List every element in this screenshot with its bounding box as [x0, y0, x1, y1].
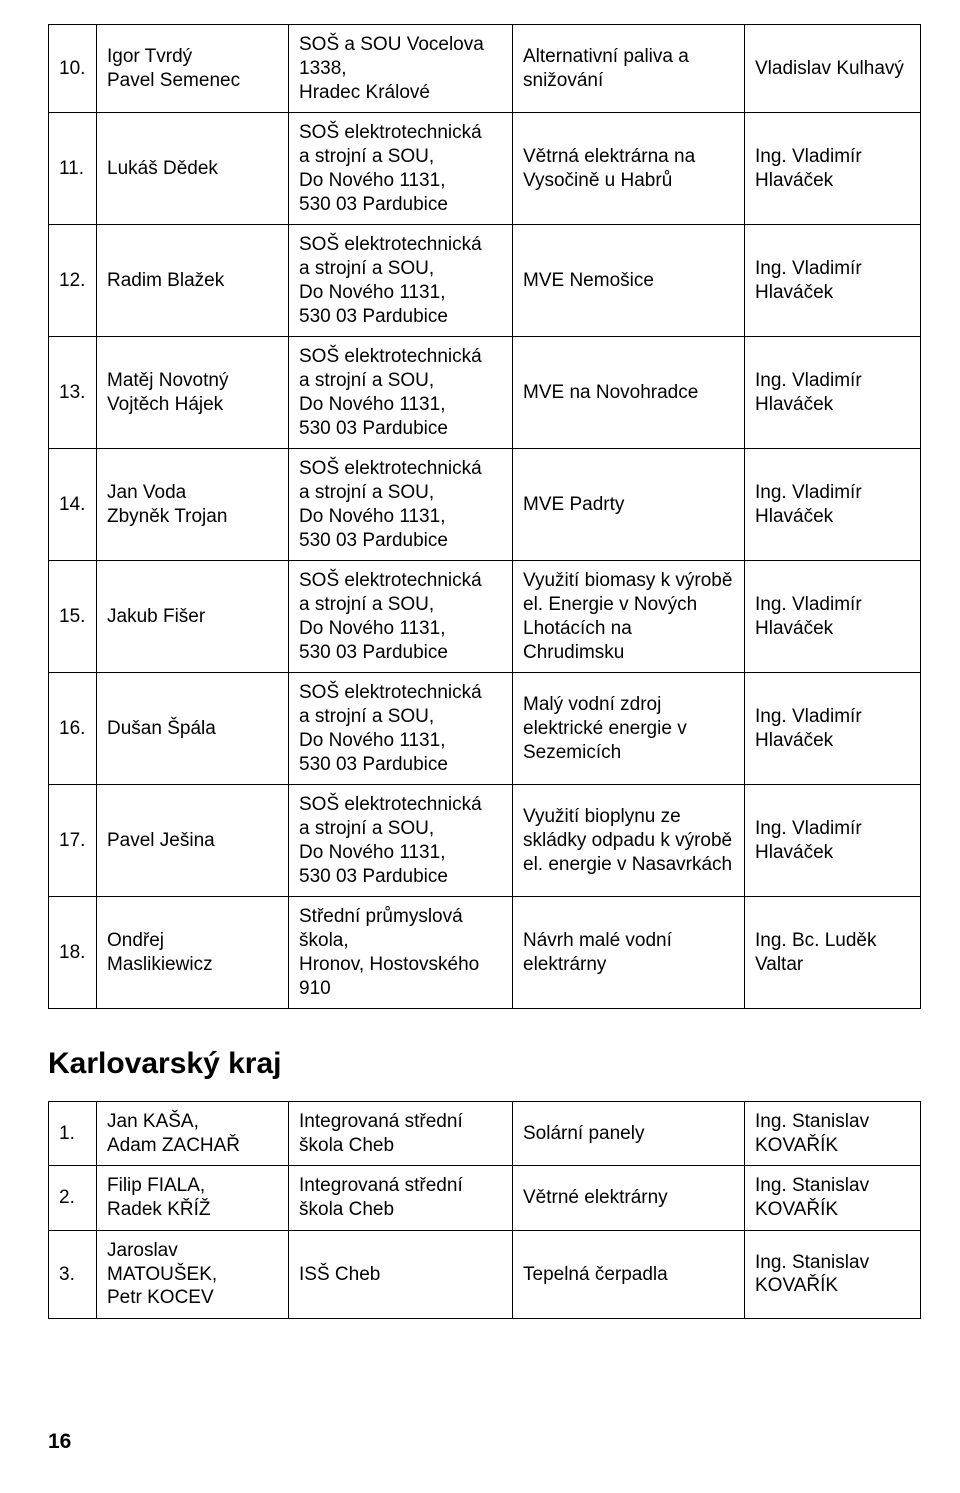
project-cell: MVE Nemošice	[513, 225, 745, 337]
supervisor-cell: Ing. Vladimír Hlaváček	[745, 561, 921, 673]
row-number: 17.	[49, 785, 97, 897]
project-cell: Malý vodní zdroj elektrické energie v Se…	[513, 673, 745, 785]
secondary-table: 1.Jan KAŠA,Adam ZACHAŘIntegrovaná středn…	[48, 1101, 921, 1319]
section-heading: Karlovarský kraj	[48, 1045, 912, 1083]
project-cell: Solární panely	[513, 1101, 745, 1166]
names-cell: Radim Blažek	[97, 225, 289, 337]
supervisor-cell: Ing. Stanislav KOVAŘÍK	[745, 1230, 921, 1318]
names-cell: OndřejMaslikiewicz	[97, 897, 289, 1009]
school-cell: SOŠ a SOU Vocelova 1338,Hradec Králové	[289, 25, 513, 113]
school-cell: SOŠ elektrotechnickáa strojní a SOU,Do N…	[289, 225, 513, 337]
project-cell: Využití biomasy k výrobě el. Energie v N…	[513, 561, 745, 673]
table-row: 12.Radim BlažekSOŠ elektrotechnickáa str…	[49, 225, 921, 337]
names-cell: Jan VodaZbyněk Trojan	[97, 449, 289, 561]
names-cell: Pavel Ješina	[97, 785, 289, 897]
names-cell: Dušan Špála	[97, 673, 289, 785]
supervisor-cell: Ing. Vladimír Hlaváček	[745, 449, 921, 561]
school-cell: SOŠ elektrotechnickáa strojní a SOU,Do N…	[289, 561, 513, 673]
project-cell: MVE Padrty	[513, 449, 745, 561]
supervisor-cell: Ing. Stanislav KOVAŘÍK	[745, 1101, 921, 1166]
row-number: 13.	[49, 337, 97, 449]
row-number: 10.	[49, 25, 97, 113]
table-row: 14.Jan VodaZbyněk TrojanSOŠ elektrotechn…	[49, 449, 921, 561]
names-cell: Igor TvrdýPavel Semenec	[97, 25, 289, 113]
school-cell: SOŠ elektrotechnickáa strojní a SOU,Do N…	[289, 785, 513, 897]
project-cell: Využití bioplynu ze skládky odpadu k výr…	[513, 785, 745, 897]
names-cell: Filip FIALA,Radek KŘÍŽ	[97, 1166, 289, 1231]
row-number: 12.	[49, 225, 97, 337]
table-row: 2.Filip FIALA,Radek KŘÍŽIntegrovaná stře…	[49, 1166, 921, 1231]
school-cell: ISŠ Cheb	[289, 1230, 513, 1318]
main-table: 10.Igor TvrdýPavel SemenecSOŠ a SOU Voce…	[48, 24, 921, 1009]
project-cell: MVE na Novohradce	[513, 337, 745, 449]
school-cell: SOŠ elektrotechnickáa strojní a SOU,Do N…	[289, 449, 513, 561]
supervisor-cell: Ing. Vladimír Hlaváček	[745, 673, 921, 785]
school-cell: Střední průmyslová škola,Hronov, Hostovs…	[289, 897, 513, 1009]
table-row: 17.Pavel JešinaSOŠ elektrotechnickáa str…	[49, 785, 921, 897]
table-row: 1.Jan KAŠA,Adam ZACHAŘIntegrovaná středn…	[49, 1101, 921, 1166]
supervisor-cell: Ing. Vladimír Hlaváček	[745, 337, 921, 449]
supervisor-cell: Ing. Vladimír Hlaváček	[745, 225, 921, 337]
school-cell: SOŠ elektrotechnickáa strojní a SOU,Do N…	[289, 673, 513, 785]
supervisor-cell: Ing. Vladimír Hlaváček	[745, 113, 921, 225]
table-row: 3.Jaroslav MATOUŠEK,Petr KOCEVISŠ ChebTe…	[49, 1230, 921, 1318]
project-cell: Alternativní paliva a snižování	[513, 25, 745, 113]
table-row: 18.OndřejMaslikiewiczStřední průmyslová …	[49, 897, 921, 1009]
project-cell: Návrh malé vodní elektrárny	[513, 897, 745, 1009]
school-cell: Integrovaná středníškola Cheb	[289, 1101, 513, 1166]
table-row: 15.Jakub FišerSOŠ elektrotechnickáa stro…	[49, 561, 921, 673]
table-row: 11.Lukáš DědekSOŠ elektrotechnickáa stro…	[49, 113, 921, 225]
page-number: 16	[48, 1429, 912, 1455]
names-cell: Jaroslav MATOUŠEK,Petr KOCEV	[97, 1230, 289, 1318]
row-number: 15.	[49, 561, 97, 673]
supervisor-cell: Ing. Stanislav KOVAŘÍK	[745, 1166, 921, 1231]
supervisor-cell: Vladislav Kulhavý	[745, 25, 921, 113]
names-cell: Jan KAŠA,Adam ZACHAŘ	[97, 1101, 289, 1166]
project-cell: Větrná elektrárna na Vysočině u Habrů	[513, 113, 745, 225]
table-row: 13.Matěj NovotnýVojtěch HájekSOŠ elektro…	[49, 337, 921, 449]
school-cell: SOŠ elektrotechnickáa strojní a SOU,Do N…	[289, 113, 513, 225]
row-number: 3.	[49, 1230, 97, 1318]
table-row: 16.Dušan ŠpálaSOŠ elektrotechnickáa stro…	[49, 673, 921, 785]
school-cell: SOŠ elektrotechnickáa strojní a SOU,Do N…	[289, 337, 513, 449]
row-number: 1.	[49, 1101, 97, 1166]
row-number: 2.	[49, 1166, 97, 1231]
row-number: 11.	[49, 113, 97, 225]
names-cell: Matěj NovotnýVojtěch Hájek	[97, 337, 289, 449]
supervisor-cell: Ing. Bc. Luděk Valtar	[745, 897, 921, 1009]
project-cell: Tepelná čerpadla	[513, 1230, 745, 1318]
names-cell: Lukáš Dědek	[97, 113, 289, 225]
school-cell: Integrovaná středníškola Cheb	[289, 1166, 513, 1231]
project-cell: Větrné elektrárny	[513, 1166, 745, 1231]
row-number: 14.	[49, 449, 97, 561]
table-row: 10.Igor TvrdýPavel SemenecSOŠ a SOU Voce…	[49, 25, 921, 113]
row-number: 18.	[49, 897, 97, 1009]
supervisor-cell: Ing. Vladimír Hlaváček	[745, 785, 921, 897]
row-number: 16.	[49, 673, 97, 785]
names-cell: Jakub Fišer	[97, 561, 289, 673]
